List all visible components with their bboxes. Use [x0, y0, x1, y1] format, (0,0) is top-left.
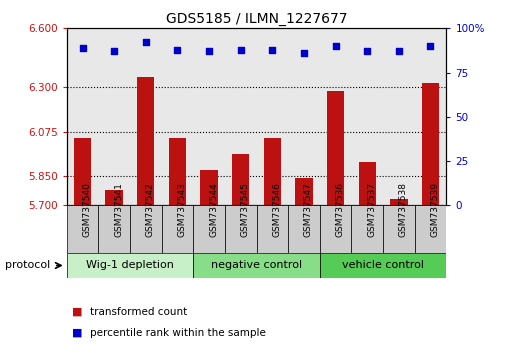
Point — [426, 43, 435, 49]
Text: protocol: protocol — [5, 261, 50, 270]
Text: GSM737540: GSM737540 — [83, 182, 91, 236]
Point — [268, 47, 277, 52]
Text: GSM737539: GSM737539 — [430, 182, 440, 236]
Title: GDS5185 / ILMN_1227677: GDS5185 / ILMN_1227677 — [166, 12, 347, 26]
Text: GSM737537: GSM737537 — [367, 182, 376, 236]
Point — [78, 45, 87, 51]
Point — [173, 47, 182, 52]
Point — [142, 40, 150, 45]
Text: Wig-1 depletion: Wig-1 depletion — [86, 261, 174, 270]
Point — [110, 48, 118, 54]
Text: ■: ■ — [72, 307, 82, 316]
Bar — [359, 162, 376, 205]
Point — [300, 50, 308, 56]
Bar — [232, 154, 249, 205]
Bar — [106, 190, 123, 205]
Bar — [193, 253, 320, 278]
Point — [331, 43, 340, 49]
Bar — [422, 84, 439, 205]
Text: GSM737541: GSM737541 — [114, 182, 123, 236]
Point — [394, 48, 403, 54]
Bar — [74, 138, 91, 205]
Bar — [415, 205, 446, 253]
Text: GSM737545: GSM737545 — [241, 182, 250, 236]
Text: GSM737546: GSM737546 — [272, 182, 281, 236]
Text: GSM737536: GSM737536 — [336, 182, 345, 236]
Bar — [130, 205, 162, 253]
Bar — [225, 205, 256, 253]
Text: ■: ■ — [72, 328, 82, 338]
Text: percentile rank within the sample: percentile rank within the sample — [90, 328, 266, 338]
Bar — [193, 205, 225, 253]
Text: GSM737547: GSM737547 — [304, 182, 313, 236]
Bar — [169, 138, 186, 205]
Text: transformed count: transformed count — [90, 307, 187, 316]
Point — [363, 48, 371, 54]
Bar — [390, 199, 407, 205]
Text: GSM737544: GSM737544 — [209, 182, 218, 236]
Text: GSM737538: GSM737538 — [399, 182, 408, 236]
Bar — [264, 138, 281, 205]
Bar — [288, 205, 320, 253]
Text: GSM737543: GSM737543 — [177, 182, 186, 236]
Text: GSM737542: GSM737542 — [146, 182, 155, 236]
Bar — [162, 205, 193, 253]
Bar — [201, 170, 218, 205]
Point — [205, 48, 213, 54]
Bar — [351, 205, 383, 253]
Bar — [320, 205, 351, 253]
Text: negative control: negative control — [211, 261, 302, 270]
Text: vehicle control: vehicle control — [342, 261, 424, 270]
Bar — [327, 91, 344, 205]
Bar — [256, 205, 288, 253]
Point — [236, 47, 245, 52]
Bar — [295, 178, 312, 205]
Bar — [98, 205, 130, 253]
Bar — [320, 253, 446, 278]
Bar — [137, 78, 154, 205]
Bar — [67, 205, 98, 253]
Bar — [67, 253, 193, 278]
Bar — [383, 205, 415, 253]
